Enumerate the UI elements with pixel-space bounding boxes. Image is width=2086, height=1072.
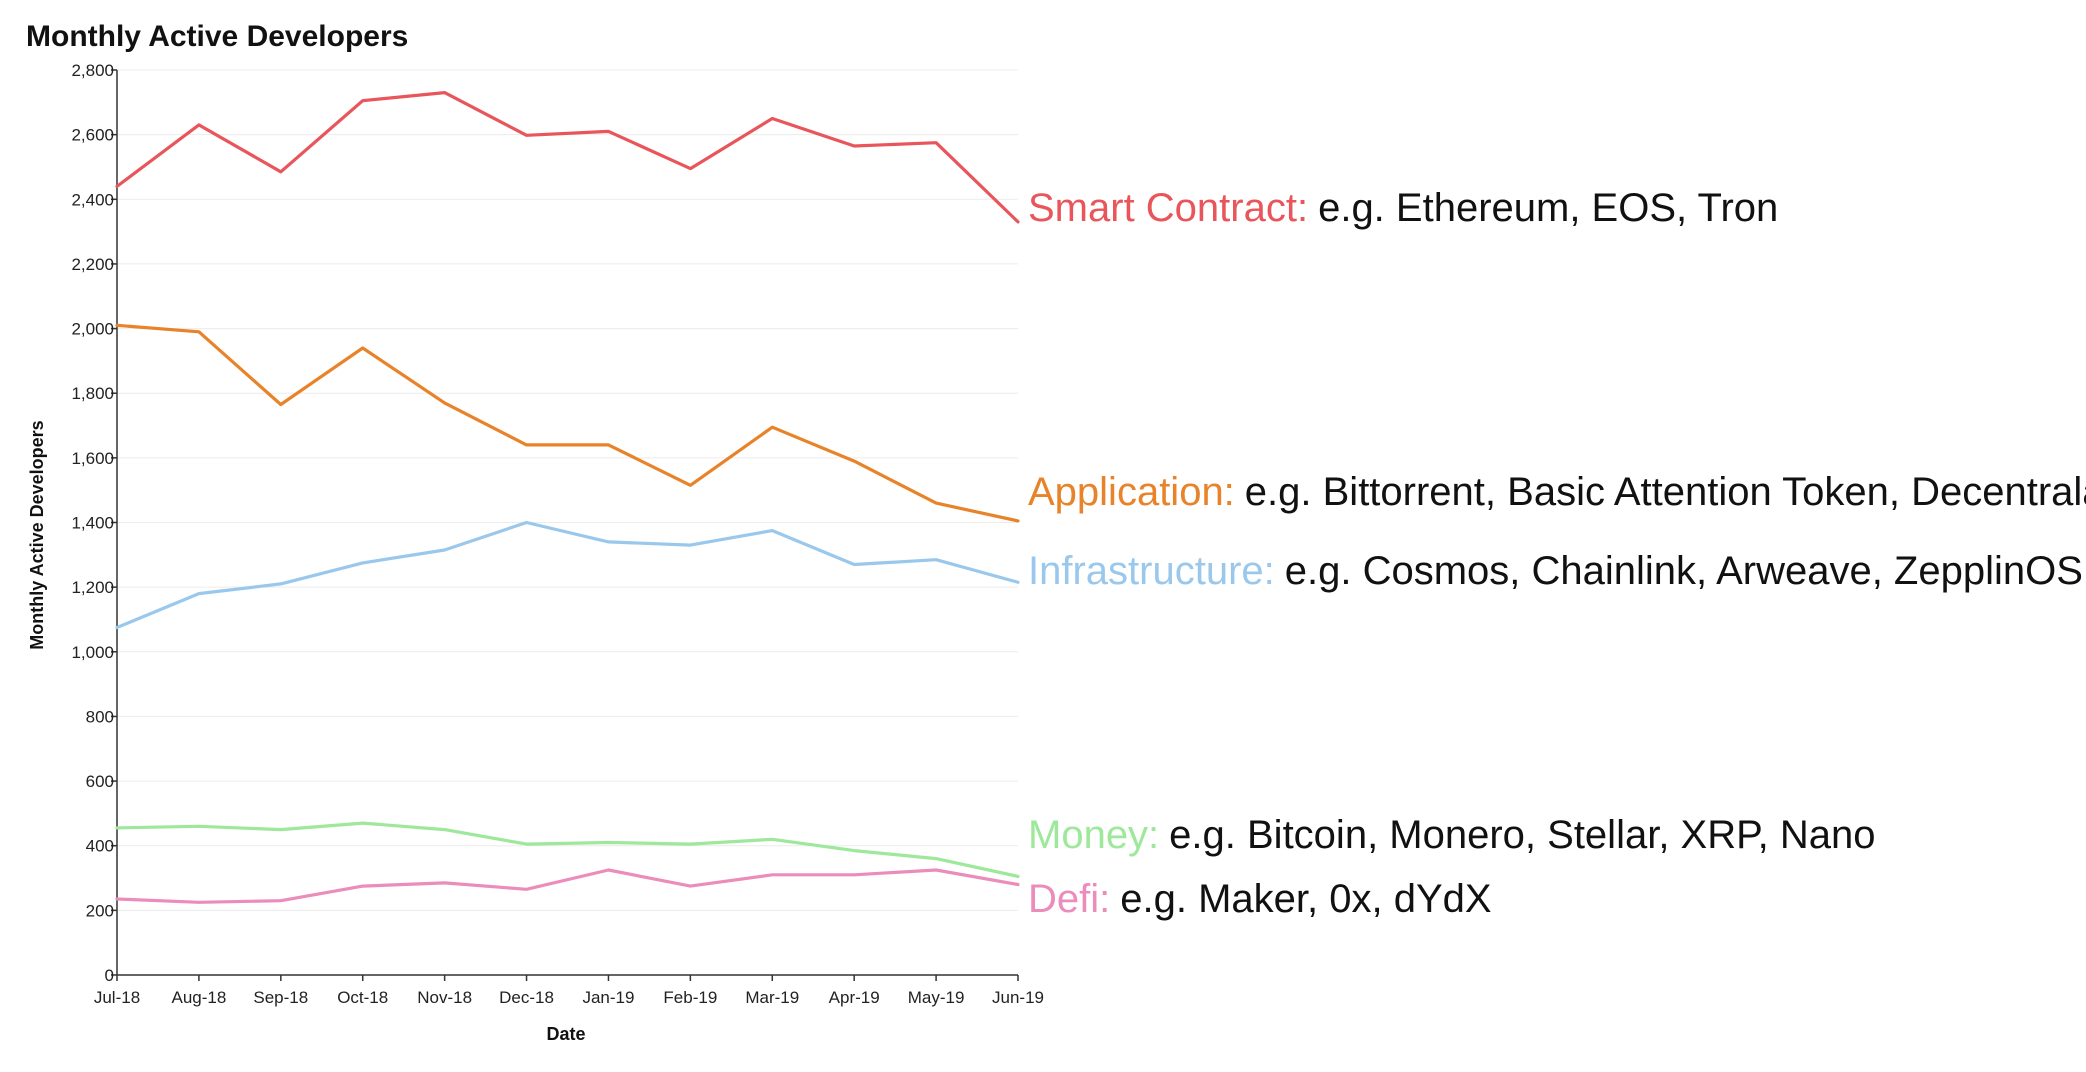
x-tick-label: Apr-19	[829, 988, 880, 1007]
y-tick-label: 200	[86, 901, 114, 920]
x-tick-label: Mar-19	[745, 988, 799, 1007]
series-line-application	[115, 323, 1020, 523]
x-tick-label: Sep-18	[253, 988, 308, 1007]
series-label-money: Money: e.g. Bitcoin, Monero, Stellar, XRP…	[1028, 813, 1875, 857]
y-tick-label: 800	[86, 707, 114, 726]
y-tick-label: 1,200	[71, 578, 114, 597]
y-tick-label: 2,600	[71, 126, 114, 145]
y-tick-label: 2,400	[71, 190, 114, 209]
y-axis: 0 200 400 600 800 1,000 1,200 1,400 1,600 1,800 2,…	[71, 61, 118, 985]
y-tick-label: 600	[86, 772, 114, 791]
x-tick-label: May-19	[908, 988, 965, 1007]
series-name: Defi:	[1028, 877, 1110, 921]
x-tick-label: Jan-19	[582, 988, 634, 1007]
series-label-infrastructure: Infrastructure: e.g. Cosmos, Chainlink, A…	[1028, 549, 2086, 593]
series-line-money	[115, 821, 1020, 879]
y-tick-label: 1,600	[71, 449, 114, 468]
series-name: Smart Contract:	[1028, 186, 1308, 230]
y-tick-label: 1,400	[71, 514, 114, 533]
series-name: Money:	[1028, 813, 1159, 857]
y-tick-label: 2,200	[71, 255, 114, 274]
series-lines	[115, 90, 1020, 904]
series-line-infrastructure	[115, 520, 1020, 630]
x-axis-title: Date	[546, 1024, 585, 1044]
series-name: Infrastructure:	[1028, 549, 1275, 593]
series-label-defi: Defi: e.g. Maker, 0x, dYdX	[1028, 877, 1492, 921]
x-tick-label: Oct-18	[337, 988, 388, 1007]
y-tick-label: 1,800	[71, 384, 114, 403]
y-tick-label: 2,800	[71, 61, 114, 80]
series-examples: e.g. Bitcoin, Monero, Stellar, XRP, Nano	[1169, 813, 1875, 857]
x-tick-label: Feb-19	[663, 988, 717, 1007]
series-examples: e.g. Maker, 0x, dYdX	[1120, 877, 1491, 921]
x-axis: Jul-18 Aug-18 Sep-18 Oct-18 Nov-18 Dec-18 Jan-…	[94, 974, 1044, 1007]
chart-title: Monthly Active Developers	[26, 20, 408, 53]
series-examples: e.g. Cosmos, Chainlink, Arweave, Zepplin…	[1285, 549, 2086, 593]
series-examples: e.g. Ethereum, EOS, Tron	[1318, 186, 1778, 230]
y-tick-label: 0	[105, 966, 114, 985]
series-examples: e.g. Bittorrent, Basic Attention Token, …	[1245, 470, 2086, 514]
x-tick-label: Dec-18	[499, 988, 554, 1007]
series-label-application: Application: e.g. Bittorrent, Basic Atten…	[1028, 470, 2086, 514]
series-line-smart_contract	[115, 90, 1020, 224]
series-line-defi	[115, 868, 1020, 904]
y-axis-title: Monthly Active Developers	[27, 420, 47, 649]
x-tick-label: Jun-19	[992, 988, 1044, 1007]
series-label-smart_contract: Smart Contract: e.g. Ethereum, EOS, Tron	[1028, 186, 1778, 230]
series-name: Application:	[1028, 470, 1235, 514]
x-tick-label: Nov-18	[417, 988, 472, 1007]
x-tick-label: Jul-18	[94, 988, 140, 1007]
y-tick-label: 2,000	[71, 320, 114, 339]
series-labels: Smart Contract: e.g. Ethereum, EOS, Tron A…	[1028, 186, 2086, 921]
grid	[117, 69, 1018, 911]
y-tick-label: 400	[86, 837, 114, 856]
y-tick-label: 1,000	[71, 643, 114, 662]
x-tick-label: Aug-18	[171, 988, 226, 1007]
